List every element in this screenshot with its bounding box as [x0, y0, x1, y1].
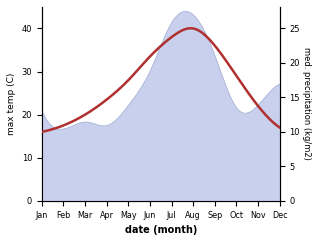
Y-axis label: med. precipitation (kg/m2): med. precipitation (kg/m2) [302, 47, 311, 160]
X-axis label: date (month): date (month) [125, 225, 197, 235]
Y-axis label: max temp (C): max temp (C) [7, 73, 16, 135]
